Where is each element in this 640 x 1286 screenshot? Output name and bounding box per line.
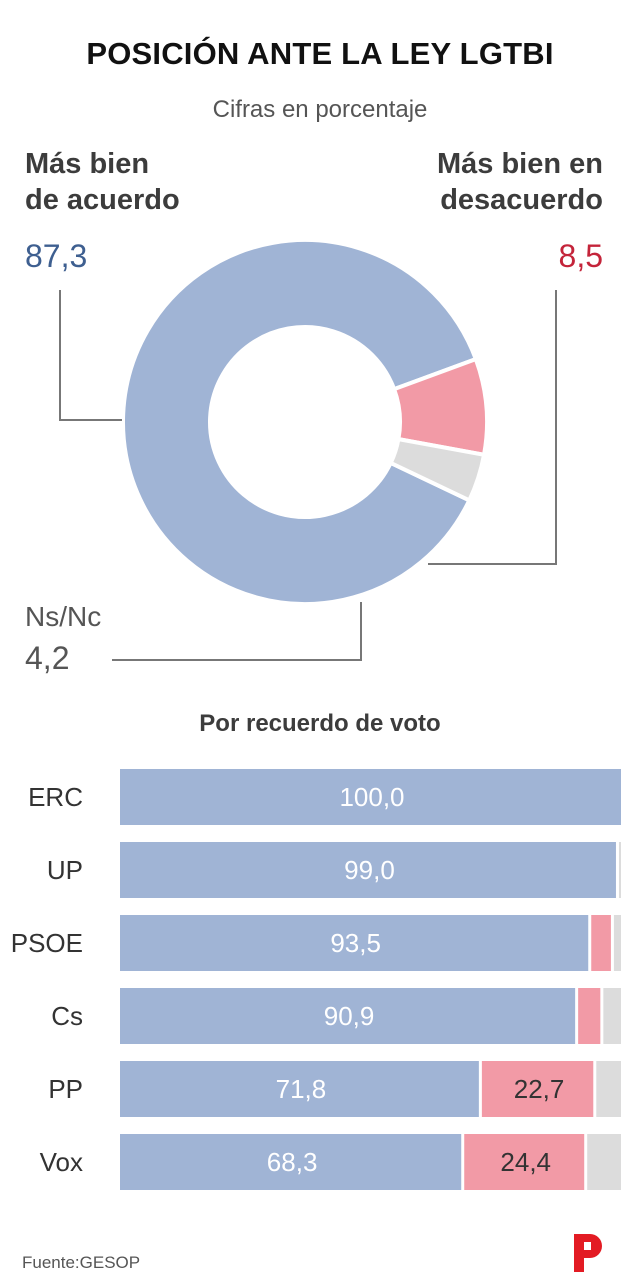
- bar-segment: [587, 1134, 621, 1190]
- bar-segment: [613, 915, 621, 971]
- bar-segment: [481, 1061, 594, 1117]
- category-label: PP: [48, 1074, 83, 1104]
- disagree-value: 8,5: [558, 238, 603, 274]
- nsnc-label: Ns/Nc: [25, 601, 102, 632]
- publisher-logo-icon: [574, 1234, 602, 1272]
- bar-value-label: 100,0: [339, 782, 404, 812]
- bar-segment: [591, 915, 611, 971]
- bar-segment: [464, 1134, 585, 1190]
- bar-value-label: 68,3: [267, 1147, 318, 1177]
- nsnc-value: 4,2: [25, 640, 70, 676]
- leader-line-nsnc: [112, 602, 362, 661]
- bar-segment: [120, 1134, 462, 1190]
- chart-title: POSICIÓN ANTE LA LEY LGTBI: [86, 36, 554, 71]
- bar-segment: [618, 842, 621, 898]
- bar-value-label: 99,0: [344, 855, 395, 885]
- bar-section-title: Por recuerdo de voto: [199, 710, 441, 737]
- bar-value-label: 90,9: [324, 1001, 375, 1031]
- donut-slice-nsnc: [388, 436, 487, 504]
- agree-label: Más bien de acuerdo: [25, 148, 180, 216]
- bar-segment: [120, 769, 621, 825]
- category-label: ERC: [28, 782, 83, 812]
- donut-chart: [59, 238, 557, 661]
- bar-value-label: 93,5: [330, 928, 381, 958]
- bar-segment: [120, 988, 576, 1044]
- bar-segment: [120, 1061, 479, 1117]
- bar-value-label: 24,4: [500, 1147, 551, 1177]
- bar-value-label: 22,7: [514, 1074, 565, 1104]
- disagree-label: Más bien en desacuerdo: [437, 148, 603, 216]
- category-label: Vox: [40, 1147, 83, 1177]
- donut-slice-agree: [121, 238, 479, 606]
- bar-segment: [596, 1061, 621, 1117]
- source-note: Fuente:GESOP: [22, 1253, 141, 1272]
- bar-segment: [120, 842, 616, 898]
- category-label: UP: [47, 855, 83, 885]
- bar-segment: [603, 988, 621, 1044]
- category-label: Cs: [51, 1001, 83, 1031]
- bar-value-label: 71,8: [276, 1074, 327, 1104]
- bar-segment: [578, 988, 601, 1044]
- leader-line-disagree: [428, 290, 557, 565]
- chart-subtitle: Cifras en porcentaje: [212, 96, 428, 123]
- bar-segment: [120, 915, 589, 971]
- agree-value: 87,3: [25, 238, 88, 274]
- leader-line-agree: [59, 290, 122, 421]
- category-label: PSOE: [11, 928, 83, 958]
